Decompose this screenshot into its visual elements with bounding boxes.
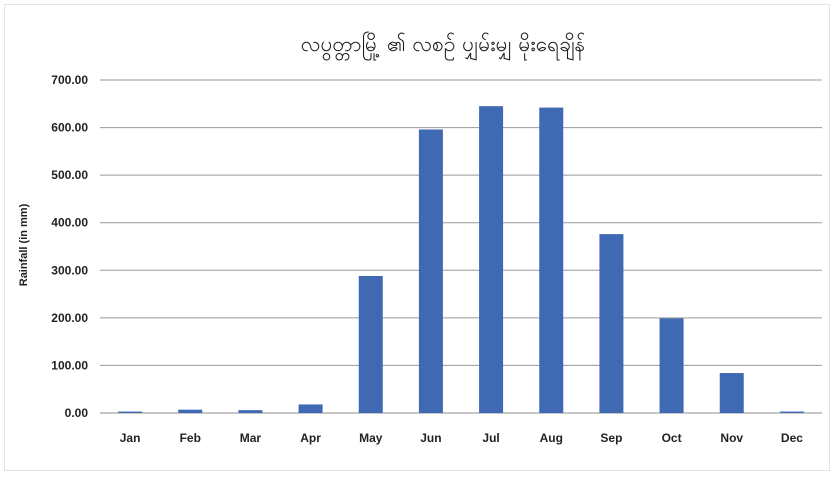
bar-sep	[599, 234, 624, 413]
bar-apr	[298, 404, 323, 413]
x-tick-label-apr: Apr	[300, 431, 321, 445]
bar-jan	[118, 411, 143, 413]
y-tick-label: 100.00	[51, 358, 88, 372]
y-tick-labels: 0.00 100.00 200.00 300.00 400.00 500.00 600.00…	[51, 73, 88, 420]
x-tick-label-nov: Nov	[720, 431, 743, 445]
bar-dec	[779, 411, 804, 413]
bar-jul	[479, 106, 504, 414]
x-tick-label-mar: Mar	[240, 431, 262, 445]
y-tick-label: 0.00	[65, 406, 89, 420]
y-tick-label: 500.00	[51, 168, 88, 182]
chart-frame	[4, 4, 830, 471]
gridlines	[100, 79, 822, 414]
y-tick-label: 300.00	[51, 263, 88, 277]
bars	[118, 106, 804, 414]
y-tick-label: 400.00	[51, 216, 88, 230]
x-tick-label-jun: Jun	[420, 431, 441, 445]
bar-mar	[238, 410, 263, 413]
x-tick-labels: Jan Feb Mar Apr May Jun Jul Aug Sep Oct Nov Dec	[120, 431, 804, 445]
x-tick-label-aug: Aug	[540, 431, 563, 445]
x-tick-label-jan: Jan	[120, 431, 141, 445]
bar-aug	[539, 107, 564, 413]
x-tick-label-dec: Dec	[781, 431, 803, 445]
x-tick-label-may: May	[359, 431, 383, 445]
y-axis-label: Rainfall (in mm)	[18, 203, 30, 286]
x-tick-label-jul: Jul	[482, 431, 499, 445]
y-tick-label: 600.00	[51, 121, 88, 135]
x-tick-label-oct: Oct	[662, 431, 682, 445]
chart-title: လပွတ္တာမြို့ ၏ လစဉ် ပျှမ်းမျှ မိုးရေချိန…	[301, 30, 585, 62]
x-tick-label-feb: Feb	[180, 431, 201, 445]
y-tick-label: 700.00	[51, 73, 88, 87]
bar-oct	[659, 318, 684, 413]
bar-jun	[418, 129, 443, 413]
x-tick-label-sep: Sep	[600, 431, 622, 445]
bar-nov	[719, 373, 744, 413]
bar-feb	[178, 409, 203, 413]
y-tick-label: 200.00	[51, 311, 88, 325]
bar-may	[358, 275, 383, 413]
